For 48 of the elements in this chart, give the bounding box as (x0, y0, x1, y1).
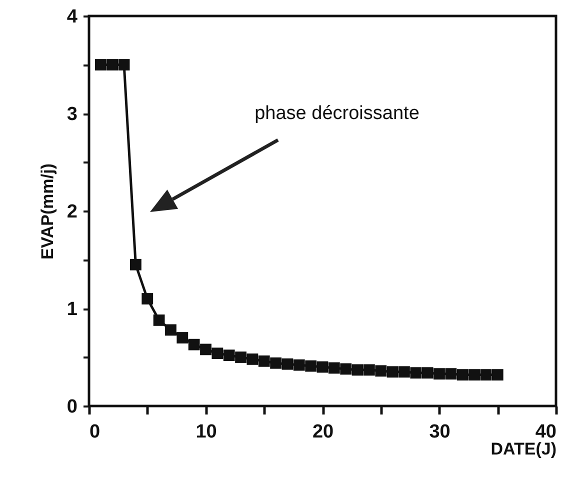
y-tick-label: 2 (66, 202, 78, 222)
point (188, 338, 200, 350)
x-tick-label: 0 (90, 422, 100, 442)
point (212, 348, 224, 360)
point (410, 367, 422, 379)
y-tick-label: 0 (66, 396, 78, 418)
point (445, 368, 457, 380)
x-tick-label: 30 (429, 422, 450, 442)
point (375, 365, 387, 377)
point (165, 324, 176, 336)
point (223, 350, 235, 361)
x-axis-title: DATE(J) (490, 440, 556, 458)
point (352, 364, 364, 376)
point (118, 59, 130, 70)
point (130, 258, 142, 270)
point (258, 355, 270, 367)
y-axis-title: EVAP(mm/j) (38, 163, 57, 260)
point (468, 369, 480, 380)
point (328, 362, 340, 374)
point (305, 360, 317, 372)
point (270, 357, 282, 369)
y-tick-label: 4 (66, 6, 78, 28)
point (235, 352, 246, 363)
x-tick-label: 20 (312, 422, 334, 442)
point (246, 354, 258, 365)
y-tick-label: 3 (66, 104, 78, 125)
point (153, 314, 165, 326)
point (386, 366, 398, 378)
point (293, 359, 305, 371)
point (456, 369, 468, 380)
point (340, 363, 352, 375)
point (492, 369, 504, 380)
point (364, 364, 375, 376)
point (282, 358, 294, 370)
x-tick-label: 40 (535, 422, 556, 442)
point (200, 344, 212, 356)
point (434, 368, 445, 380)
x-tick-label: 10 (196, 422, 217, 442)
point (176, 332, 188, 344)
point (106, 59, 118, 70)
point (480, 369, 492, 380)
point (142, 293, 154, 304)
point (316, 361, 328, 373)
annotation: phase décroissante (254, 103, 420, 124)
point (94, 59, 106, 70)
point (398, 366, 410, 378)
point (422, 367, 434, 379)
y-tick-label: 1 (66, 299, 78, 320)
